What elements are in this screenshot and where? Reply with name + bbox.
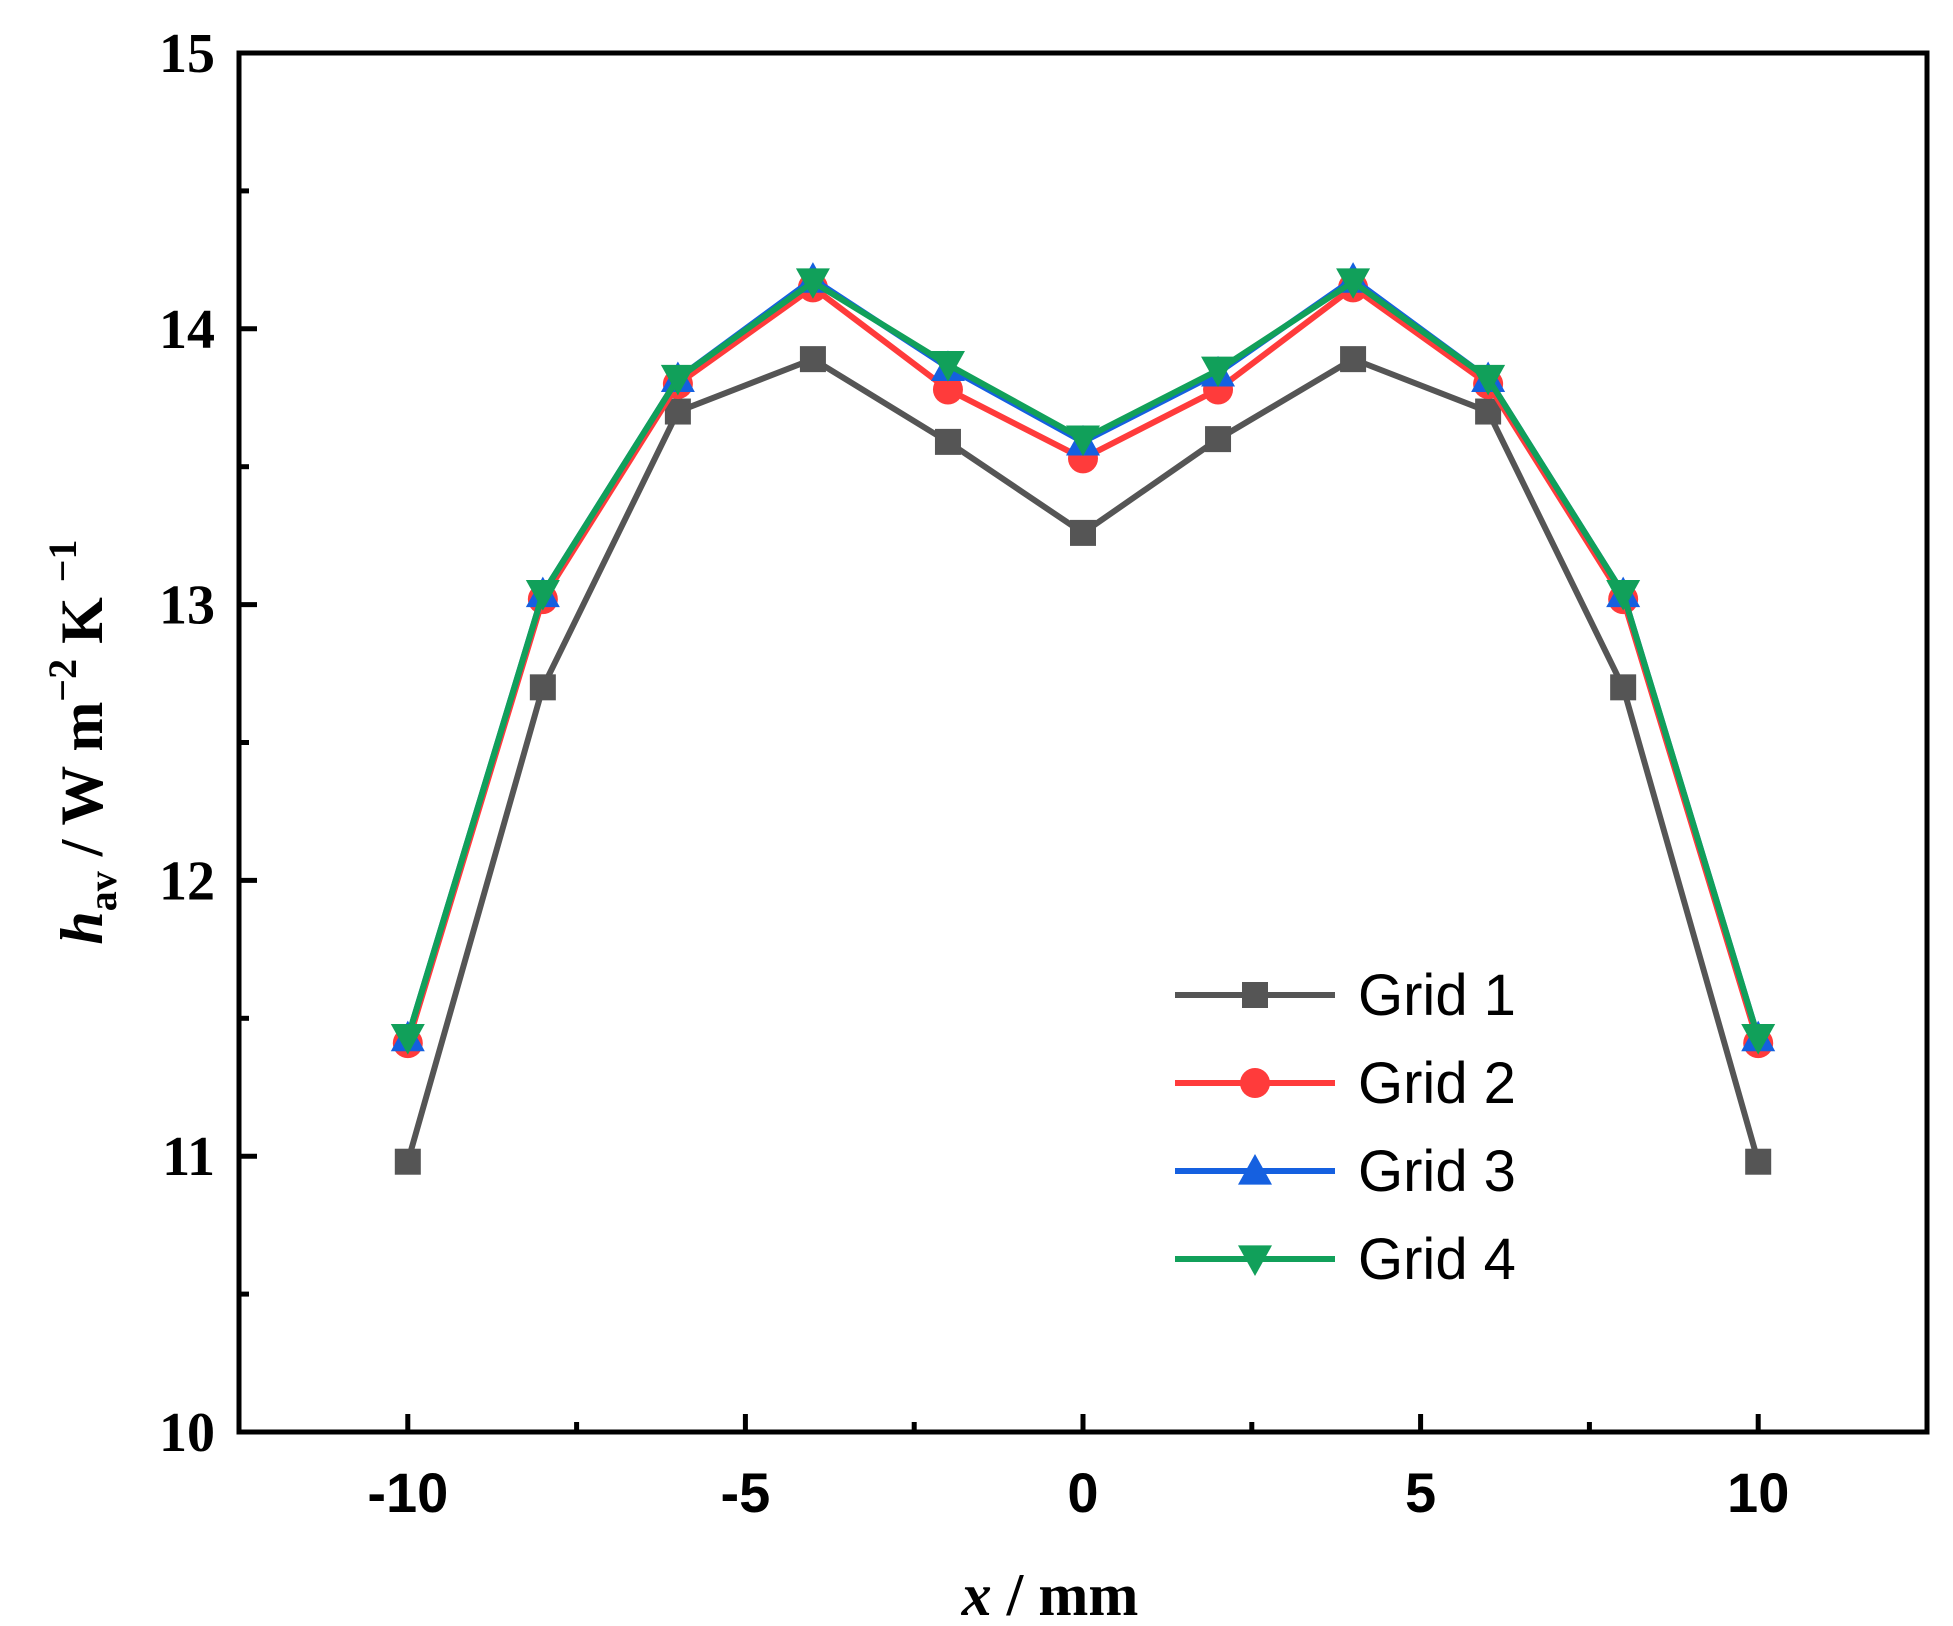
data-point-grid-1 (529, 674, 556, 701)
tick-labels: -10 -5 0 5 10 10 11 12 13 14 15 (159, 23, 1789, 1524)
plot-frame (236, 50, 1930, 1435)
legend-label: Grid 3 (1358, 1139, 1516, 1204)
legend-item-grid-3: Grid 3 (1175, 1139, 1516, 1204)
x-tick-label: 10 (1727, 1461, 1789, 1524)
legend-marker (1238, 1154, 1272, 1185)
data-point-grid-1 (1610, 674, 1637, 701)
legend-marker (1238, 1245, 1272, 1276)
x-axis-title: x / mm (961, 1562, 1139, 1626)
y-axis-title: hav / W m−2 K −1 (40, 539, 125, 944)
x-axis-var: x (961, 1562, 992, 1626)
data-point-grid-4 (1606, 579, 1641, 611)
y-axis-unit-k: K (49, 582, 115, 659)
legend: Grid 1 Grid 2 Grid 3 Grid 4 (1175, 963, 1516, 1292)
series-line-grid-3 (404, 276, 1762, 1039)
y-tick-label: 12 (159, 850, 215, 912)
legend-marker (1242, 982, 1268, 1008)
data-point-grid-1 (1070, 519, 1096, 546)
data-point-grid-2 (932, 374, 963, 405)
data-point-grid-1 (1205, 426, 1232, 453)
legend-label: Grid 4 (1358, 1227, 1516, 1292)
data-point-grid-4 (1201, 356, 1236, 388)
series-grid-1 (394, 346, 1772, 1175)
data-point-grid-1 (394, 1148, 421, 1175)
data-point-grid-4 (1066, 425, 1100, 457)
data-point-grid-4 (525, 579, 560, 611)
series-line-grid-1 (404, 356, 1762, 1163)
legend-item-grid-4: Grid 4 (1175, 1227, 1516, 1292)
data-point-grid-4 (1336, 268, 1371, 299)
x-tick-label: -10 (367, 1461, 448, 1524)
series-line-grid-4 (404, 278, 1762, 1039)
y-axis-sup1: −2 (40, 659, 85, 702)
x-tick-label: 5 (1405, 1461, 1436, 1524)
y-tick-label: 10 (159, 1402, 215, 1464)
legend-label: Grid 1 (1358, 963, 1516, 1028)
data-point-grid-4 (795, 268, 830, 299)
data-point-grid-4 (1471, 364, 1506, 396)
data-point-grid-1 (1745, 1148, 1772, 1175)
data-point-grid-1 (1340, 346, 1367, 373)
series-line-grid-2 (404, 284, 1762, 1044)
series-grid-3 (390, 262, 1776, 1052)
x-tick-label: 0 (1067, 1461, 1098, 1524)
plot-marks (390, 262, 1776, 1175)
y-tick-label: 14 (159, 299, 215, 361)
legend-item-grid-1: Grid 1 (1175, 963, 1516, 1028)
legend-marker (1240, 1068, 1270, 1098)
legend-item-grid-2: Grid 2 (1175, 1051, 1516, 1116)
y-axis-unit: / W m (49, 702, 115, 871)
data-point-grid-1 (934, 428, 961, 455)
y-axis-var: h (49, 911, 115, 944)
data-point-grid-1 (799, 346, 826, 373)
series-grid-2 (392, 272, 1774, 1059)
data-point-grid-4 (660, 364, 695, 396)
y-axis-sub: av (80, 871, 125, 911)
data-point-grid-4 (930, 351, 965, 382)
axis-ticks (239, 50, 1761, 1435)
legend-label: Grid 2 (1358, 1051, 1516, 1116)
x-axis-unit: / mm (992, 1562, 1139, 1626)
y-axis-sup2: −1 (40, 539, 85, 582)
x-tick-label: -5 (721, 1461, 771, 1524)
series-grid-4 (390, 268, 1776, 1055)
data-point-grid-4 (390, 1024, 425, 1055)
data-point-grid-4 (1741, 1024, 1776, 1055)
y-tick-label: 11 (162, 1126, 215, 1188)
y-tick-label: 13 (159, 575, 215, 637)
y-tick-label: 15 (159, 23, 215, 85)
